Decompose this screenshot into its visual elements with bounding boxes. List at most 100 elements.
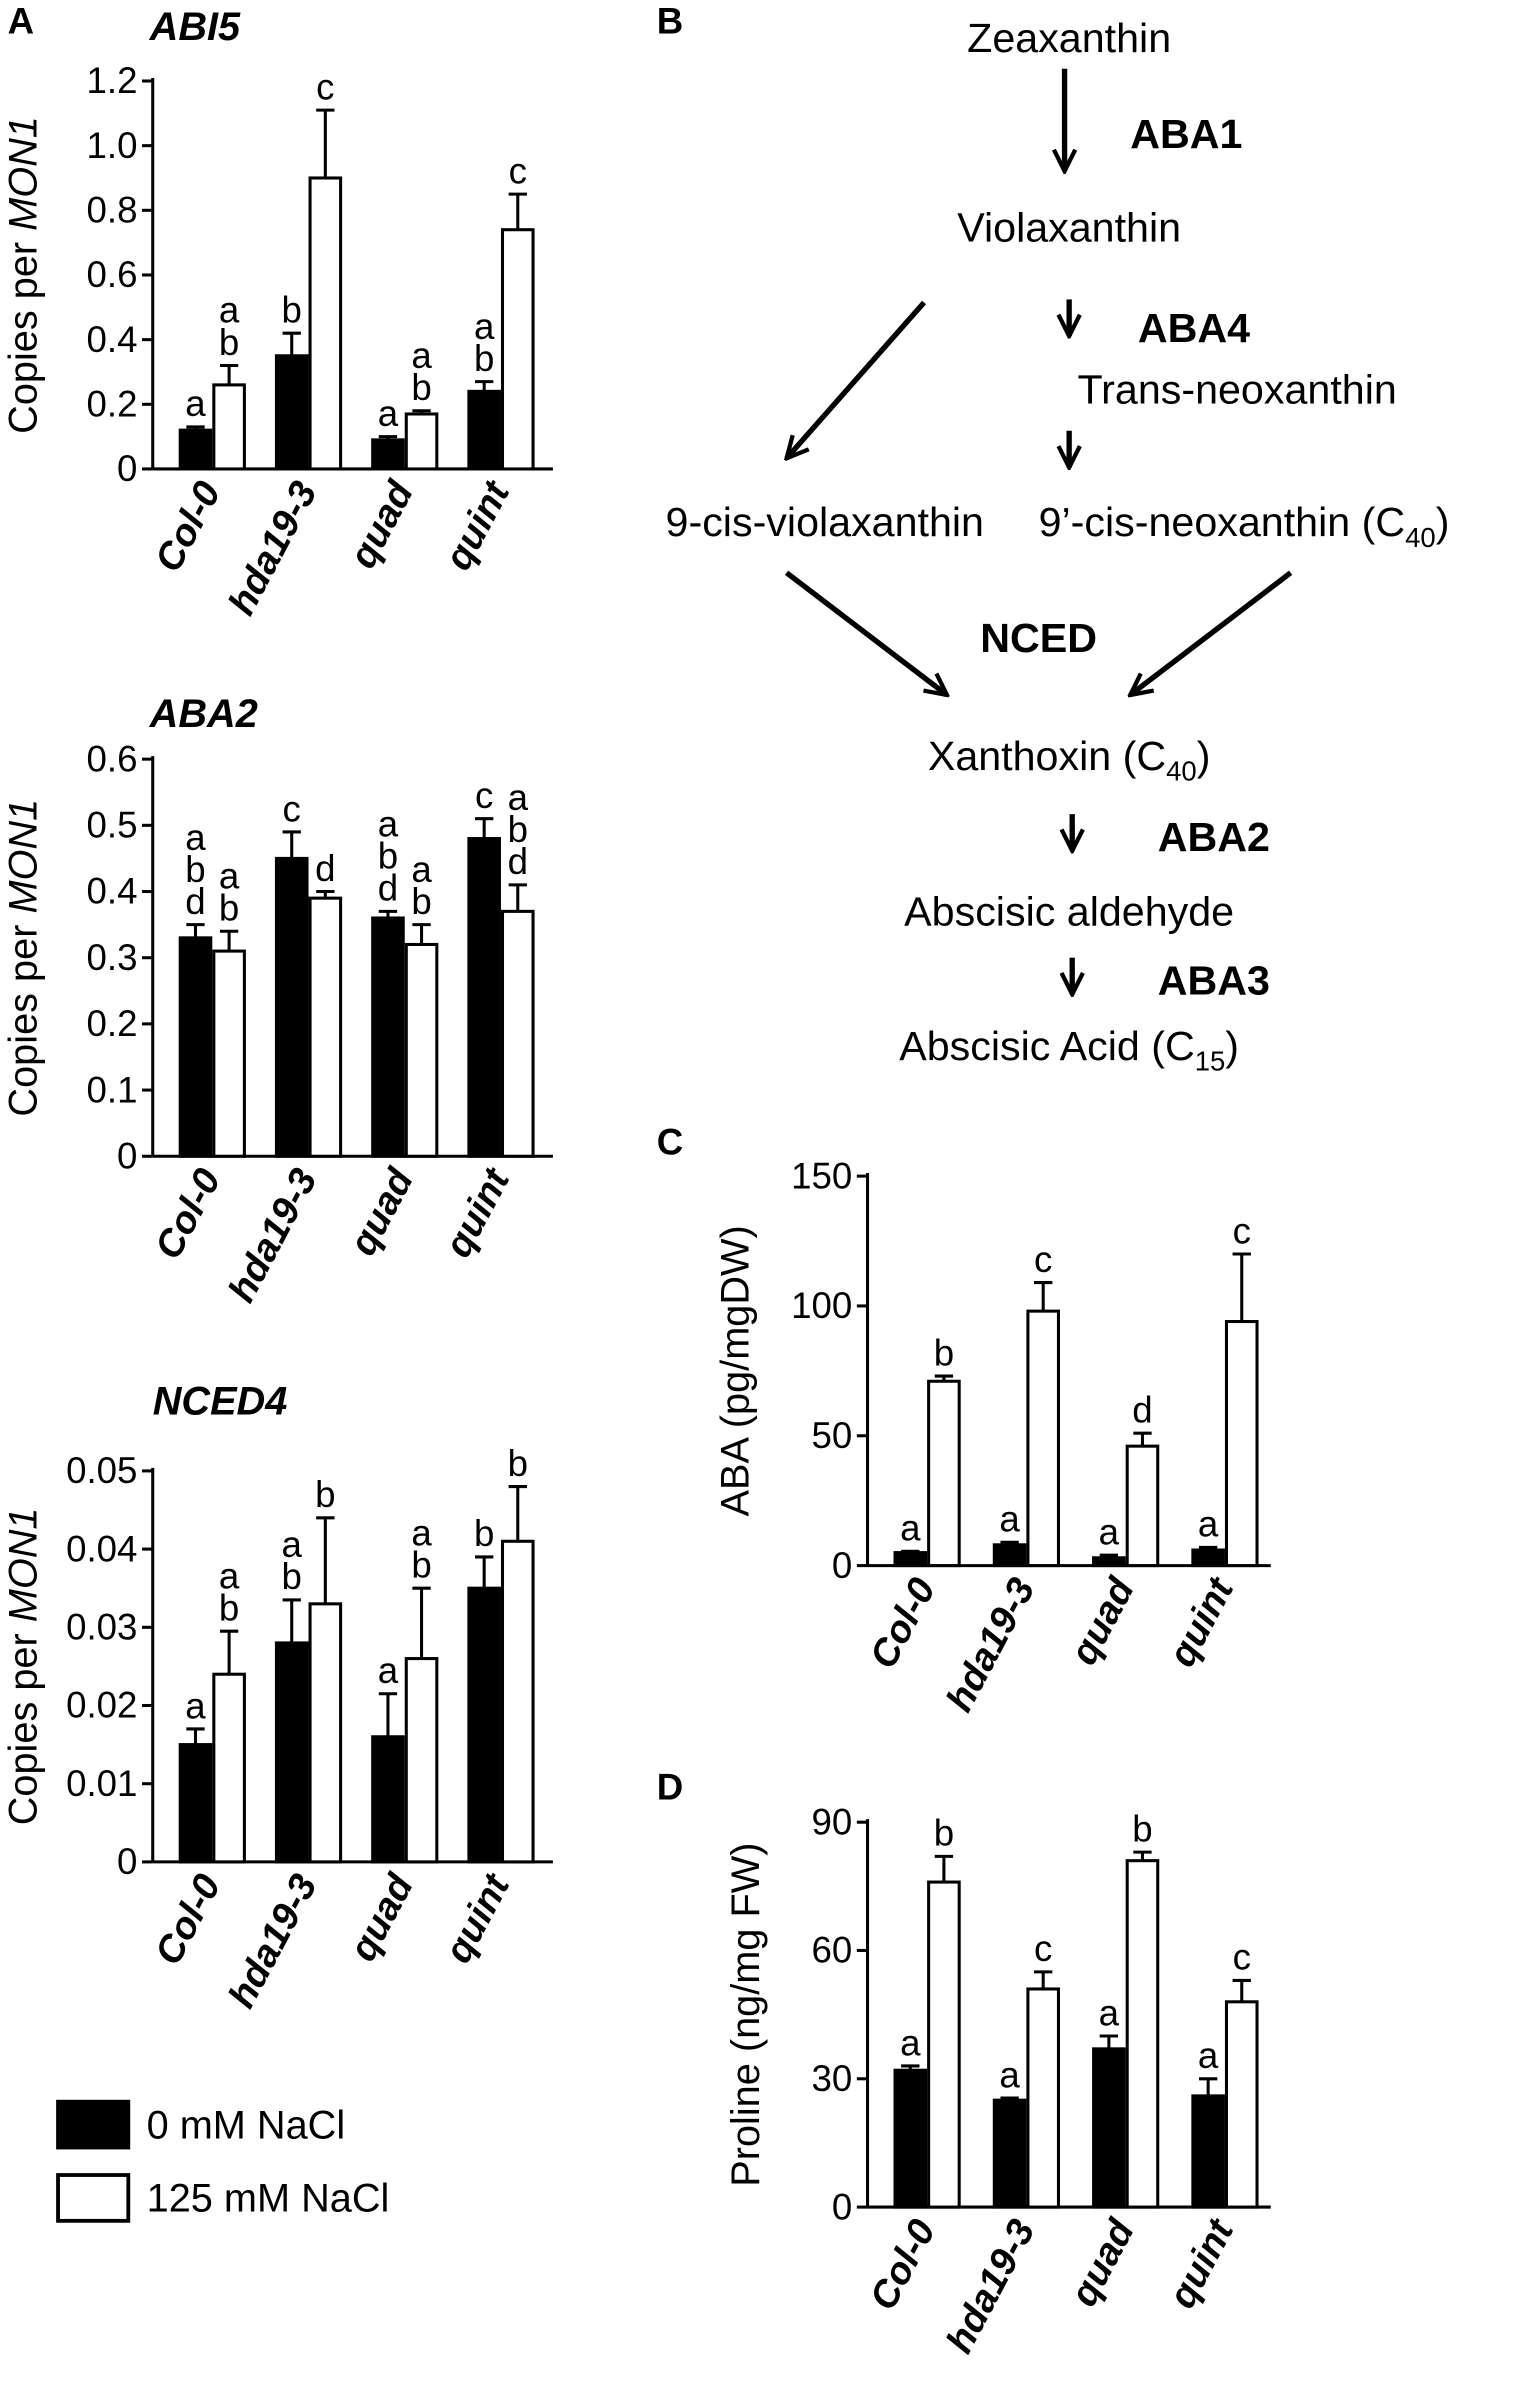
- x-tick-label: Col-0: [147, 474, 230, 578]
- error-bar: [316, 889, 335, 899]
- bar: [1224, 2000, 1259, 2209]
- significance-letter: b: [934, 1332, 954, 1373]
- compound-end: ): [1225, 1023, 1239, 1069]
- error-bar: [282, 830, 301, 859]
- x-tick-label: hda19-3: [220, 1162, 326, 1310]
- y-tick-label: 0.6: [87, 738, 138, 779]
- error-bar: [412, 409, 431, 414]
- y-tick-label: 90: [812, 1801, 853, 1842]
- error-bar: [475, 817, 494, 839]
- error-bar: [1000, 2096, 1019, 2101]
- error-bar: [316, 108, 335, 178]
- compound-end: ): [1197, 733, 1211, 779]
- significance-letter: b: [411, 881, 431, 922]
- x-tick-label: quint: [1160, 1569, 1243, 1674]
- compound: Abscisic Acid (C15): [899, 1023, 1239, 1077]
- legend-label: 125 mM NaCl: [147, 2177, 390, 2221]
- y-axis-label: Copies per MON1: [2, 799, 46, 1117]
- significance-letter: b: [411, 367, 431, 408]
- significance-letter: a: [474, 306, 495, 347]
- enzyme: ABA2: [1158, 814, 1270, 860]
- y-tick-label: 30: [812, 2058, 853, 2099]
- error-bar: [1198, 1545, 1218, 1551]
- arrow: [787, 300, 927, 458]
- significance-letter: a: [1099, 1992, 1120, 2033]
- compound-name: Violaxanthin: [957, 204, 1181, 250]
- error-bar: [412, 1586, 431, 1659]
- error-bar: [316, 1516, 335, 1604]
- bar: [1125, 1859, 1160, 2209]
- bar: [274, 354, 309, 471]
- y-tick-label: 0: [117, 448, 137, 489]
- y-axis-label-part: MON1: [2, 799, 46, 914]
- y-axis-label: Proline (ng/mg FW): [724, 1843, 768, 2187]
- significance-letter: c: [283, 788, 301, 829]
- significance-letter: b: [282, 1556, 302, 1597]
- error-bar: [934, 1374, 954, 1382]
- y-tick-label: 60: [812, 1930, 853, 1971]
- significance-letter: b: [508, 1443, 528, 1484]
- error-bar: [219, 363, 239, 385]
- panel-label: B: [657, 1, 683, 42]
- bar: [212, 949, 246, 1158]
- y-tick-label: 0.4: [87, 319, 138, 360]
- enzyme: ABA1: [1130, 111, 1242, 157]
- bar: [1026, 1987, 1060, 2209]
- x-tick-label: quint: [436, 1160, 519, 1265]
- y-tick-label: 0: [832, 1545, 852, 1586]
- y-axis-label: Copies per MON1: [2, 116, 46, 434]
- y-tick-label: 50: [812, 1415, 853, 1456]
- compound: Abscisic aldehyde: [904, 889, 1234, 935]
- compound-name: Zeaxanthin: [967, 15, 1171, 61]
- bar: [467, 1586, 501, 1864]
- error-bar: [1133, 1431, 1152, 1447]
- y-tick-label: 1.0: [87, 125, 138, 166]
- y-tick-label: 0.2: [87, 384, 138, 425]
- legend-swatch: [56, 2173, 131, 2223]
- error-bar: [1034, 1970, 1053, 1989]
- significance-letter: d: [185, 881, 205, 922]
- compound-name: Xanthoxin (C: [928, 733, 1166, 779]
- error-bar: [412, 923, 431, 945]
- x-tick-label: quad: [341, 1867, 422, 1968]
- pathway-arrows: [787, 68, 1293, 995]
- compound-name: 9-cis-violaxanthin: [666, 499, 984, 545]
- error-bar: [1133, 1850, 1152, 1861]
- y-axis-label-part: MON1: [2, 1508, 46, 1623]
- y-tick-label: 0.6: [87, 254, 138, 295]
- significance-letter: a: [185, 1685, 206, 1726]
- bar: [404, 1657, 439, 1864]
- bar: [404, 412, 439, 471]
- arrow: [1130, 570, 1293, 695]
- y-axis-label-part: Proline (ng/mg FW): [724, 1843, 768, 2187]
- subscript: 40: [1166, 756, 1197, 787]
- enzyme: NCED: [980, 615, 1097, 661]
- error-bar: [1099, 2034, 1119, 2049]
- y-tick-label: 1.2: [87, 60, 138, 101]
- y-tick-label: 0.01: [66, 1763, 137, 1804]
- significance-letter: b: [219, 888, 239, 929]
- y-tick-label: 0.5: [87, 805, 138, 846]
- bar: [178, 1743, 213, 1864]
- y-tick-label: 0.03: [66, 1607, 137, 1648]
- error-bar: [1198, 2077, 1218, 2096]
- x-tick-label: quad: [1062, 1570, 1143, 1671]
- y-tick-label: 0.1: [87, 1069, 138, 1110]
- error-bar: [475, 380, 494, 392]
- y-tick-label: 0.04: [66, 1528, 137, 1569]
- error-bar: [1000, 1540, 1019, 1545]
- y-tick-label: 0: [117, 1135, 137, 1176]
- y-tick-label: 0.02: [66, 1685, 137, 1726]
- compound-name: Abscisic aldehyde: [904, 889, 1234, 935]
- bar: [927, 1379, 961, 1568]
- x-tick-label: quint: [1160, 2210, 1243, 2315]
- error-bar: [508, 1485, 527, 1542]
- significance-letter: a: [219, 290, 240, 331]
- significance-letter: b: [474, 1513, 494, 1554]
- y-axis-label-part: Copies per: [2, 231, 46, 434]
- significance-letter: b: [219, 1588, 239, 1629]
- significance-letter: d: [508, 841, 528, 882]
- y-tick-label: 0.4: [87, 871, 138, 912]
- x-tick-label: quad: [341, 1161, 422, 1262]
- bar: [178, 428, 213, 471]
